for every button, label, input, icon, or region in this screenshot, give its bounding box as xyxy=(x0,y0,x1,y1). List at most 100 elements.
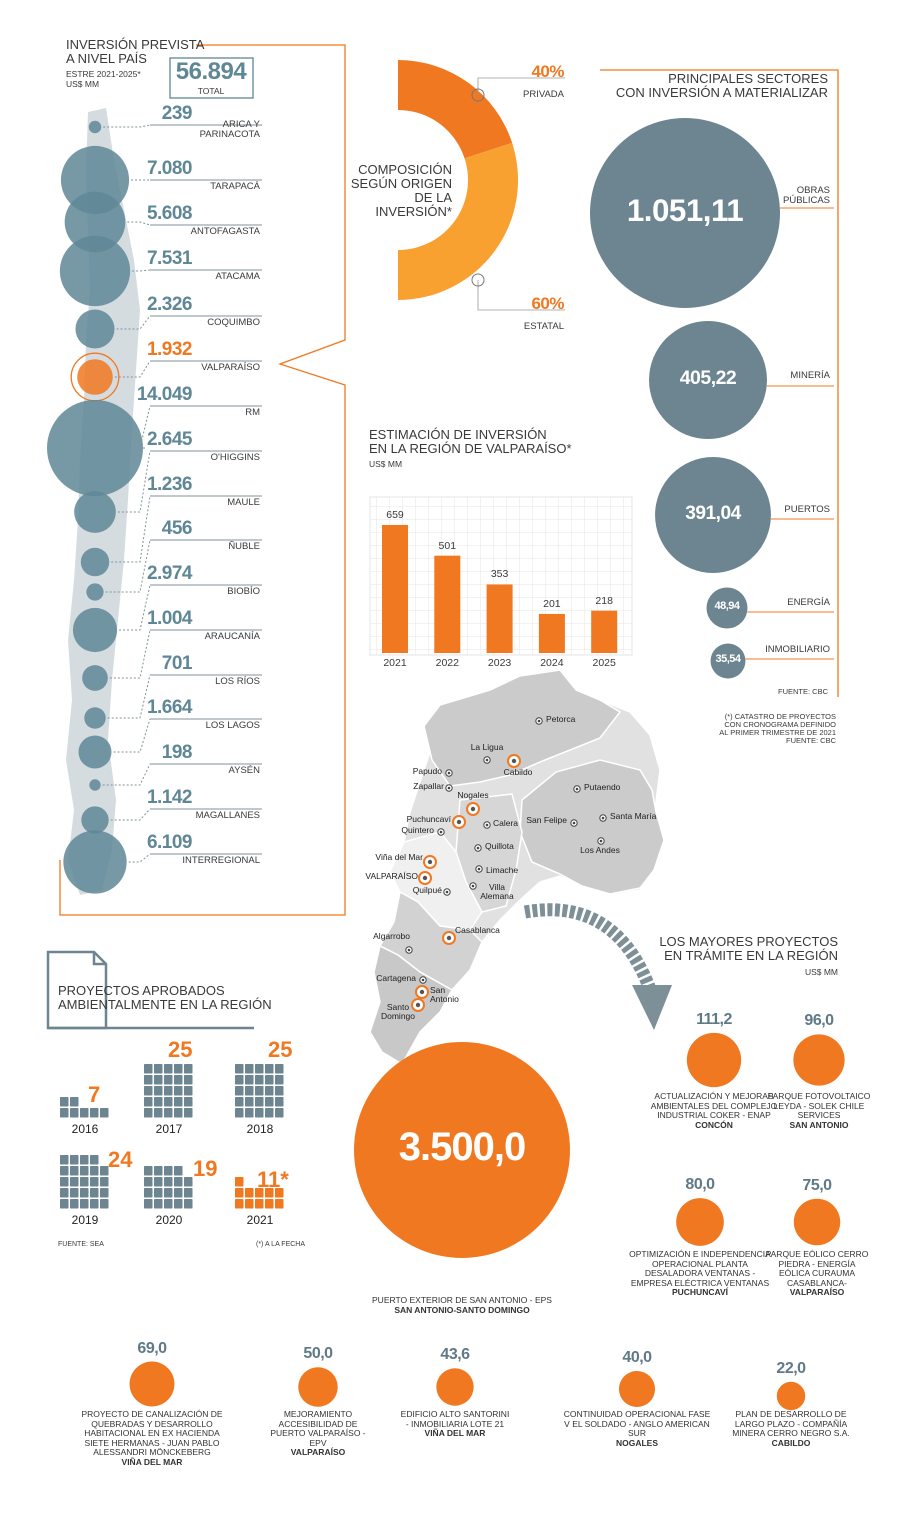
project-square xyxy=(174,1199,183,1209)
connector xyxy=(113,718,151,753)
project-square xyxy=(154,1177,163,1187)
bar xyxy=(434,555,461,653)
city-label: Villa Alemana xyxy=(480,882,514,902)
city-dot xyxy=(419,989,425,995)
project-square xyxy=(245,1108,254,1118)
project-square xyxy=(70,1108,79,1118)
project-square xyxy=(164,1199,173,1209)
bubble xyxy=(63,830,127,894)
project-square xyxy=(164,1166,173,1176)
project-square xyxy=(80,1177,89,1187)
connector xyxy=(127,221,151,226)
chart-title: ESTIMACIÓN DE INVERSIÓN EN LA REGIÓN DE … xyxy=(369,427,572,457)
project-square xyxy=(70,1188,79,1198)
project-caption: PLAN DE DESARROLLO DE LARGO PLAZO - COMP… xyxy=(726,1409,856,1448)
city-dot xyxy=(485,823,489,827)
bubble xyxy=(82,665,108,691)
value-label: 3.500,0 xyxy=(398,1125,526,1169)
bubble xyxy=(80,547,110,577)
project-square xyxy=(164,1108,173,1118)
project-square xyxy=(80,1108,89,1118)
bubble xyxy=(710,643,746,679)
project-square xyxy=(164,1097,173,1107)
bubble xyxy=(74,491,116,533)
connector xyxy=(103,124,151,128)
connector xyxy=(114,360,151,378)
project-name: CONTINUIDAD OPERACIONAL FASE V EL SOLDAD… xyxy=(563,1409,711,1439)
project-square xyxy=(154,1064,163,1074)
pictogram-stack xyxy=(235,1064,284,1118)
city-dot xyxy=(447,771,451,775)
connector xyxy=(105,539,151,593)
value-label: 2.974 xyxy=(146,563,193,584)
city-dot xyxy=(537,719,541,723)
region-label: LOS LAGOS xyxy=(205,720,260,731)
project-square xyxy=(144,1086,153,1096)
connector xyxy=(128,853,151,863)
project-square xyxy=(144,1166,153,1176)
value-label: 659 xyxy=(386,508,404,521)
chart-subtitle: US$ MM xyxy=(369,459,403,469)
city-label: San Antonio xyxy=(430,985,459,1005)
bubble xyxy=(89,779,101,791)
city-dot xyxy=(477,867,481,871)
donut-segment xyxy=(398,60,513,159)
project-square xyxy=(174,1177,183,1187)
value-label: 25 xyxy=(168,1037,193,1062)
project-location: SAN ANTONIO xyxy=(789,1119,849,1130)
project-square xyxy=(235,1075,244,1085)
value-label: 1.236 xyxy=(146,474,193,495)
project-square xyxy=(100,1177,109,1187)
chart-title: LOS MAYORES PROYECTOS EN TRÁMITE EN LA R… xyxy=(659,934,838,964)
bubble xyxy=(86,583,104,601)
project-name: PARQUE EÓLICO CERRO PIEDRA - ENERGÍA EÓL… xyxy=(765,1249,869,1288)
year-label: 2017 xyxy=(155,1122,183,1136)
value-label: 1.142 xyxy=(146,787,193,808)
sector-label: PUERTOS xyxy=(784,504,830,515)
value-label: 40,0 xyxy=(622,1348,652,1366)
project-square xyxy=(80,1188,89,1198)
project-square xyxy=(245,1064,254,1074)
project-square xyxy=(144,1108,153,1118)
project-square xyxy=(164,1188,173,1198)
bubble xyxy=(47,400,143,496)
project-square xyxy=(164,1177,173,1187)
value-label: 11* xyxy=(257,1167,289,1192)
project-square xyxy=(60,1108,69,1118)
city-label: Santa María xyxy=(610,811,657,821)
value-label: 218 xyxy=(595,594,613,607)
project-square xyxy=(90,1177,99,1187)
connector xyxy=(111,495,151,563)
city-dot xyxy=(415,1002,421,1008)
project-square xyxy=(70,1166,79,1176)
value-label: 14.049 xyxy=(136,384,193,405)
value-label: 1.932 xyxy=(146,339,193,360)
year-label: 2016 xyxy=(71,1122,99,1136)
project-location: VALPARAÍSO xyxy=(290,1447,346,1458)
project-name: PROYECTO DE CANALIZACIÓN DE QUEBRADAS Y … xyxy=(81,1409,223,1458)
project-square xyxy=(90,1155,99,1165)
value-label: 96,0 xyxy=(804,1012,834,1030)
project-square xyxy=(235,1199,244,1209)
project-square xyxy=(184,1177,193,1187)
project-name: MEJORAMIENTO ACCESIBILIDAD DE PUERTO VAL… xyxy=(270,1409,366,1448)
project-square xyxy=(265,1086,274,1096)
bar xyxy=(486,584,513,653)
frame-line xyxy=(59,44,346,916)
project-square xyxy=(235,1177,244,1187)
donut-segment xyxy=(398,142,518,300)
project-square xyxy=(154,1166,163,1176)
project-square xyxy=(245,1199,254,1209)
bubble xyxy=(78,735,112,769)
connector xyxy=(119,584,151,631)
project-square xyxy=(245,1097,254,1107)
city-label: Casablanca xyxy=(455,925,500,935)
project-square xyxy=(164,1086,173,1096)
value-label: 19 xyxy=(193,1156,218,1181)
total-box xyxy=(169,57,254,99)
value-label: 7.531 xyxy=(146,248,193,269)
region-label: LOS RÍOS xyxy=(215,676,260,687)
region-label: COQUIMBO xyxy=(207,317,260,328)
value-label: 69,0 xyxy=(137,1339,167,1357)
